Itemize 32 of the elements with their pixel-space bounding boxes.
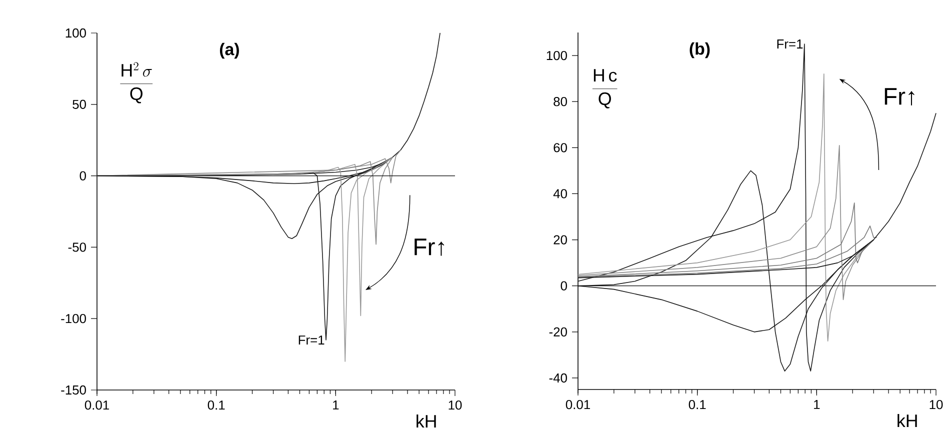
annotation: Fr=1 [298, 336, 324, 344]
y-tick-label: 0 [80, 171, 86, 180]
x-tick-label: 0.01 [566, 400, 590, 410]
y-tick-label: 20 [554, 235, 567, 244]
y-tick-label: 80 [554, 97, 567, 106]
annotation: Fr↑ [884, 88, 914, 106]
y-tick-label: 40 [553, 189, 567, 198]
y-tick-label: -40 [549, 373, 567, 383]
y-tick-label: -150 [61, 385, 86, 395]
y-tick-label: 60 [554, 143, 567, 152]
text: (a) [220, 42, 239, 59]
y-tick-label: -100 [61, 314, 86, 324]
y-tick-label: -50 [68, 242, 86, 252]
annotation: Fr=1 [777, 40, 803, 48]
y-tick-label: 0 [560, 281, 567, 290]
x-axis-title: kH [416, 414, 436, 428]
text: (b) [690, 42, 710, 58]
x-tick-label: 0.1 [208, 400, 225, 410]
x-axis-title: kH [898, 414, 917, 428]
x-tick-label: 10 [930, 400, 943, 410]
y-axis-title: $\frac{\mathrm{H}^{2}\,\sigma}{\mathrm{Q}}$ [120, 62, 153, 104]
y-tick-label: -20 [549, 327, 567, 336]
y-axis-title: $\frac{\mathrm{H\,c}}{\mathrm{Q}}$ [592, 69, 618, 108]
y-tick-label: 100 [546, 50, 567, 60]
annotation: Fr↑ [414, 238, 444, 256]
y-tick-label: 100 [66, 28, 86, 38]
x-tick-label: 0.1 [688, 400, 706, 410]
y-tick-label: 50 [72, 100, 86, 109]
x-tick-label: 1 [814, 400, 820, 409]
x-tick-label: 0.01 [84, 400, 109, 410]
x-tick-label: 10 [448, 400, 462, 410]
x-tick-label: 1 [333, 400, 339, 410]
